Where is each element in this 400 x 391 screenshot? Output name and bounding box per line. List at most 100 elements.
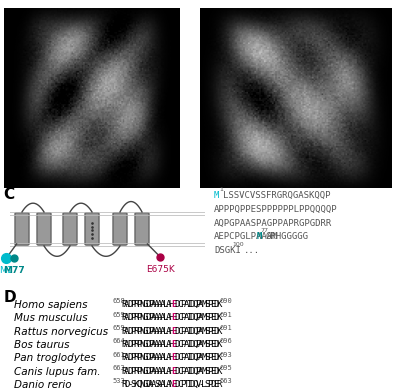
Text: D: D: [145, 313, 150, 322]
Text: D: D: [145, 380, 150, 389]
FancyBboxPatch shape: [63, 213, 77, 245]
Text: A: A: [151, 380, 156, 389]
Text: A: A: [160, 353, 165, 362]
Text: E: E: [210, 313, 216, 322]
FancyBboxPatch shape: [135, 213, 149, 245]
Text: C: C: [178, 380, 183, 389]
Text: S: S: [204, 366, 210, 375]
Text: A: A: [198, 366, 204, 375]
Text: Q: Q: [136, 380, 142, 389]
Text: 658: 658: [113, 298, 126, 305]
Text: E675K: E675K: [146, 265, 174, 274]
Text: M: M: [214, 192, 219, 201]
Text: P: P: [136, 340, 142, 349]
Text: D: D: [213, 313, 218, 322]
Text: N: N: [139, 326, 144, 335]
Text: P: P: [130, 300, 136, 309]
Text: M: M: [201, 366, 207, 375]
Text: H: H: [169, 340, 174, 349]
Text: D: D: [175, 326, 180, 335]
Text: A: A: [160, 313, 165, 322]
Text: C: C: [178, 340, 183, 349]
Text: I: I: [186, 380, 192, 389]
Text: A: A: [160, 326, 165, 335]
Text: G: G: [142, 380, 148, 389]
Text: Canis lupus fam.: Canis lupus fam.: [14, 366, 100, 377]
Text: Q: Q: [192, 380, 198, 389]
Text: H: H: [169, 353, 174, 362]
Text: Q: Q: [192, 340, 198, 349]
Text: P: P: [195, 340, 201, 349]
Text: 691: 691: [220, 312, 232, 318]
Text: P: P: [195, 366, 201, 375]
Text: M1: M1: [0, 266, 12, 275]
Text: -: -: [127, 380, 133, 389]
Text: P: P: [148, 300, 153, 309]
Text: A: A: [151, 300, 156, 309]
Text: K: K: [133, 380, 138, 389]
Text: K: K: [216, 340, 222, 349]
Text: D: D: [175, 366, 180, 375]
Text: N: N: [139, 366, 144, 375]
Text: A: A: [166, 366, 171, 375]
Text: R: R: [216, 380, 222, 389]
Text: I: I: [186, 353, 192, 362]
Text: L: L: [163, 313, 168, 322]
Text: D: D: [213, 340, 218, 349]
Text: 659: 659: [113, 312, 126, 318]
Text: A: A: [154, 326, 159, 335]
Text: 77: 77: [260, 228, 268, 233]
Text: A: A: [124, 326, 130, 335]
Text: 695: 695: [220, 365, 232, 371]
Text: DSGKI: DSGKI: [214, 246, 241, 255]
Text: M: M: [201, 353, 207, 362]
Text: L: L: [163, 300, 168, 309]
Text: Q: Q: [192, 366, 198, 375]
Text: M: M: [256, 233, 262, 242]
Text: Q: Q: [192, 300, 198, 309]
Text: T: T: [184, 380, 189, 389]
Text: D: D: [190, 380, 195, 389]
Text: D: D: [3, 290, 16, 305]
Text: A: A: [160, 366, 165, 375]
Text: A: A: [154, 340, 159, 349]
Text: I: I: [186, 300, 192, 309]
Text: H: H: [169, 313, 174, 322]
Text: A: A: [151, 340, 156, 349]
Text: D: D: [145, 326, 150, 335]
Text: P: P: [207, 366, 212, 375]
Text: A: A: [154, 353, 159, 362]
Text: 100: 100: [233, 242, 244, 246]
Text: 696: 696: [220, 339, 232, 344]
Text: Q: Q: [192, 353, 198, 362]
Text: A: A: [184, 313, 189, 322]
Text: M77: M77: [3, 266, 24, 275]
Text: E: E: [210, 340, 216, 349]
Text: 661: 661: [113, 352, 126, 358]
Text: P: P: [180, 353, 186, 362]
Text: A: A: [160, 300, 165, 309]
Text: A: A: [154, 313, 159, 322]
Text: N: N: [169, 380, 174, 389]
Text: P: P: [180, 326, 186, 335]
Text: G: G: [142, 353, 148, 362]
Text: R: R: [121, 300, 127, 309]
Text: D: D: [175, 380, 180, 389]
Text: E: E: [210, 300, 216, 309]
Text: C: C: [178, 353, 183, 362]
Text: P: P: [130, 353, 136, 362]
Text: R: R: [133, 300, 138, 309]
Text: C: C: [3, 187, 14, 202]
Text: S: S: [204, 380, 210, 389]
Text: Q: Q: [192, 313, 198, 322]
Text: P: P: [136, 366, 142, 375]
Text: V: V: [195, 380, 201, 389]
Text: A: A: [198, 300, 204, 309]
Text: N: N: [139, 300, 144, 309]
Text: R: R: [121, 353, 127, 362]
Text: L: L: [163, 326, 168, 335]
Text: G: G: [142, 326, 148, 335]
Text: M: M: [201, 326, 207, 335]
Text: D: D: [145, 353, 150, 362]
Text: A: A: [154, 366, 159, 375]
